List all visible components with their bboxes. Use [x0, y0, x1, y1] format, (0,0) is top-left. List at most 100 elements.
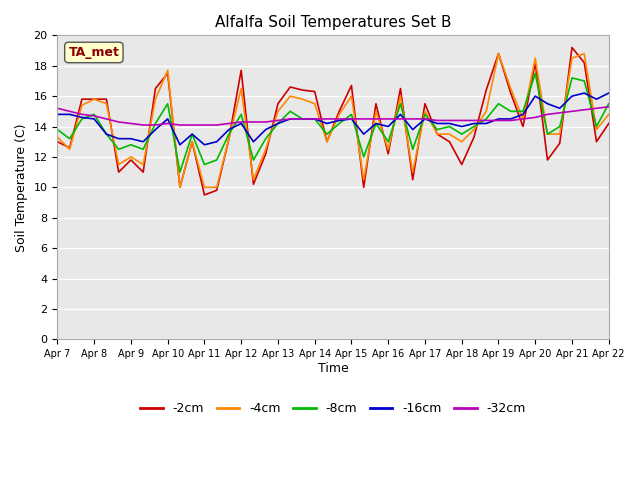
-16cm: [385, 124, 392, 130]
-16cm: [445, 120, 453, 126]
-16cm: [78, 115, 86, 120]
-2cm: [213, 188, 221, 193]
-32cm: [78, 111, 86, 117]
-8cm: [225, 131, 233, 137]
-32cm: [274, 118, 282, 123]
-16cm: [66, 111, 74, 117]
-32cm: [286, 116, 294, 122]
-8cm: [556, 124, 564, 130]
-8cm: [445, 124, 453, 130]
-8cm: [568, 75, 576, 81]
-8cm: [78, 116, 86, 122]
-16cm: [605, 90, 612, 96]
-2cm: [250, 181, 257, 187]
-16cm: [470, 120, 478, 126]
-16cm: [90, 116, 98, 122]
-8cm: [360, 154, 367, 160]
-2cm: [421, 101, 429, 107]
-32cm: [433, 118, 441, 123]
-8cm: [115, 146, 122, 152]
-32cm: [311, 116, 319, 122]
-4cm: [127, 154, 135, 160]
-8cm: [200, 162, 208, 168]
-8cm: [90, 111, 98, 117]
-4cm: [213, 184, 221, 190]
Title: Alfalfa Soil Temperatures Set B: Alfalfa Soil Temperatures Set B: [215, 15, 451, 30]
-4cm: [78, 102, 86, 108]
-32cm: [568, 108, 576, 114]
-2cm: [483, 87, 490, 93]
-8cm: [152, 120, 159, 126]
-8cm: [458, 131, 465, 137]
-4cm: [483, 108, 490, 114]
-32cm: [188, 122, 196, 128]
-32cm: [127, 120, 135, 126]
-4cm: [348, 93, 355, 99]
-8cm: [176, 169, 184, 175]
-4cm: [237, 85, 245, 91]
-2cm: [409, 177, 417, 182]
Line: -32cm: -32cm: [58, 107, 609, 125]
-4cm: [385, 146, 392, 152]
-2cm: [164, 71, 172, 76]
-8cm: [127, 142, 135, 148]
-4cm: [299, 96, 307, 102]
-8cm: [323, 131, 331, 137]
-8cm: [213, 157, 221, 163]
-2cm: [237, 67, 245, 73]
-8cm: [470, 124, 478, 130]
-16cm: [127, 136, 135, 142]
-2cm: [348, 83, 355, 88]
-32cm: [90, 113, 98, 119]
-2cm: [176, 184, 184, 190]
-4cm: [274, 108, 282, 114]
-32cm: [543, 111, 551, 117]
-16cm: [200, 142, 208, 148]
-2cm: [335, 108, 343, 114]
-4cm: [519, 116, 527, 122]
-8cm: [531, 71, 539, 76]
Text: TA_met: TA_met: [68, 46, 119, 59]
-8cm: [483, 116, 490, 122]
Line: -2cm: -2cm: [58, 48, 609, 195]
-2cm: [54, 139, 61, 144]
-32cm: [385, 116, 392, 122]
-8cm: [397, 101, 404, 107]
-16cm: [250, 139, 257, 144]
-32cm: [115, 119, 122, 125]
-16cm: [102, 131, 110, 137]
-4cm: [102, 101, 110, 107]
-8cm: [543, 131, 551, 137]
Line: -8cm: -8cm: [58, 73, 609, 172]
-32cm: [495, 118, 502, 123]
-2cm: [323, 139, 331, 144]
-8cm: [409, 146, 417, 152]
-8cm: [66, 136, 74, 142]
-32cm: [323, 116, 331, 122]
-16cm: [54, 111, 61, 117]
-2cm: [531, 60, 539, 66]
-32cm: [445, 118, 453, 123]
Legend: -2cm, -4cm, -8cm, -16cm, -32cm: -2cm, -4cm, -8cm, -16cm, -32cm: [135, 397, 531, 420]
-4cm: [286, 93, 294, 99]
-32cm: [250, 119, 257, 125]
-16cm: [164, 116, 172, 122]
-32cm: [348, 116, 355, 122]
X-axis label: Time: Time: [317, 362, 348, 375]
-4cm: [470, 127, 478, 132]
Line: -4cm: -4cm: [58, 54, 609, 187]
-4cm: [433, 131, 441, 137]
-16cm: [286, 116, 294, 122]
-8cm: [580, 78, 588, 84]
-8cm: [507, 108, 515, 114]
-32cm: [605, 104, 612, 109]
-16cm: [237, 120, 245, 126]
-4cm: [225, 136, 233, 142]
-32cm: [531, 115, 539, 120]
-2cm: [262, 151, 269, 157]
-8cm: [286, 108, 294, 114]
-2cm: [115, 169, 122, 175]
-8cm: [421, 111, 429, 117]
-32cm: [66, 108, 74, 114]
-2cm: [152, 85, 159, 91]
